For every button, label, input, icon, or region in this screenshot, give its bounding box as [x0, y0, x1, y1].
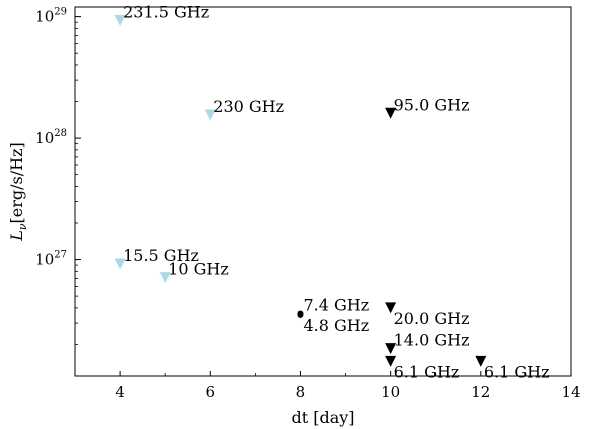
- point-label: 15.5 GHz: [123, 246, 199, 265]
- data-point: [385, 107, 397, 119]
- point-label: 6.1 GHz: [394, 362, 460, 381]
- point-label: 95.0 GHz: [394, 95, 470, 114]
- data-point: [475, 355, 487, 367]
- plot-frame: [74, 6, 572, 377]
- x-tick-label: 6: [205, 383, 215, 401]
- x-tick-label: 8: [296, 383, 306, 401]
- x-tick-label: 10: [381, 383, 400, 401]
- x-tick-label: 12: [471, 383, 490, 401]
- axis-ticks: 4 6 8 10 12 14 1027 1028 1029: [35, 7, 580, 401]
- data-point: [385, 355, 397, 367]
- data-point: [114, 258, 126, 270]
- x-tick-label: 14: [561, 383, 580, 401]
- x-tick-label: 4: [115, 383, 125, 401]
- point-label: 10 GHz: [168, 260, 229, 279]
- point-label: 14.0 GHz: [394, 331, 470, 350]
- data-points: [114, 14, 487, 367]
- point-label: 20.0 GHz: [394, 309, 470, 328]
- data-point: [114, 14, 126, 26]
- point-label: 6.1 GHz: [484, 362, 550, 381]
- point-label: 230 GHz: [213, 97, 284, 116]
- y-axis-label-subscript: ν: [16, 223, 29, 230]
- point-label: 7.4 GHz: [303, 295, 369, 314]
- point-label: 231.5 GHz: [123, 2, 209, 21]
- point-label: 4.8 GHz: [303, 316, 369, 335]
- y-axis-label-units: [erg/s/Hz]: [7, 142, 26, 223]
- y-tick-label: 1029: [35, 7, 67, 26]
- y-tick-label: 1027: [35, 250, 67, 269]
- y-axis-label-symbol: L: [7, 230, 26, 242]
- data-point: [385, 343, 397, 355]
- data-point: [159, 272, 171, 284]
- y-tick-label: 1028: [35, 128, 67, 147]
- x-axis-label: dt [day]: [291, 408, 354, 427]
- y-axis-label: Lν[erg/s/Hz]: [7, 142, 29, 242]
- data-point: [385, 302, 397, 314]
- data-point: [204, 109, 216, 121]
- data-point: [297, 311, 304, 318]
